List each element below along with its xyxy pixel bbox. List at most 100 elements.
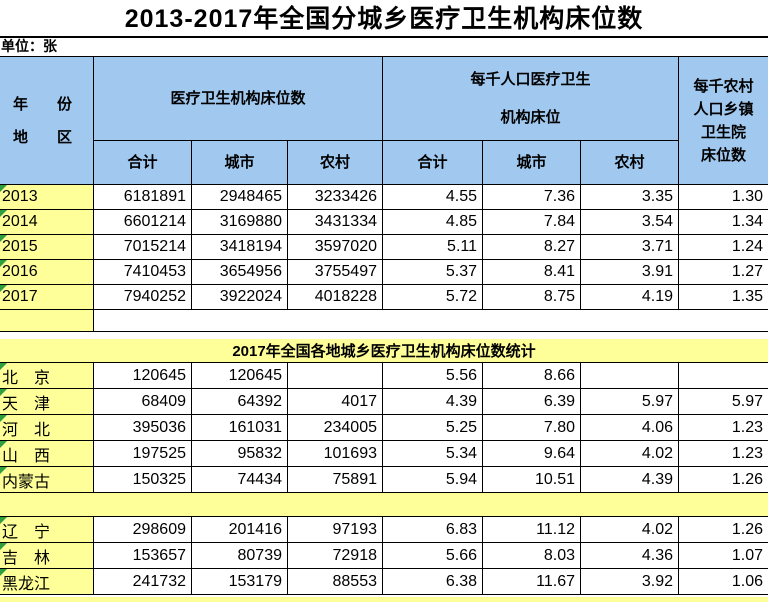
cell[interactable]: 6181891 (94, 185, 192, 210)
cell[interactable]: 1.27 (679, 260, 768, 285)
cell[interactable]: 1.26 (679, 467, 768, 493)
cell[interactable]: 5.25 (383, 415, 483, 441)
row-label-cell[interactable]: 河 北 (0, 415, 94, 441)
cell[interactable]: 10.51 (483, 467, 581, 493)
row-label-cell[interactable]: 辽 宁 (0, 517, 94, 543)
cell[interactable]: 8.75 (483, 285, 581, 310)
blank-label-cell[interactable] (0, 310, 94, 332)
cell[interactable]: 4017 (288, 389, 383, 415)
cell[interactable]: 7.80 (483, 415, 581, 441)
cell[interactable]: 2948465 (192, 185, 288, 210)
cell[interactable]: 3922024 (192, 285, 288, 310)
cell[interactable]: 3.54 (581, 210, 679, 235)
cell[interactable]: 3.35 (581, 185, 679, 210)
cell[interactable]: 120645 (94, 363, 192, 389)
subheader-total-1[interactable]: 合计 (94, 141, 192, 185)
cell[interactable]: 101693 (288, 441, 383, 467)
cell[interactable]: 5.56 (383, 363, 483, 389)
cell[interactable]: 9.64 (483, 441, 581, 467)
cell[interactable]: 64392 (192, 389, 288, 415)
cell[interactable]: 5.72 (383, 285, 483, 310)
cell[interactable]: 7410453 (94, 260, 192, 285)
cell[interactable]: 153657 (94, 543, 192, 569)
cell[interactable]: 80739 (192, 543, 288, 569)
cell[interactable]: 4.39 (581, 467, 679, 493)
cell[interactable]: 7.84 (483, 210, 581, 235)
cell[interactable]: 3418194 (192, 235, 288, 260)
cell[interactable]: 97193 (288, 517, 383, 543)
cell[interactable]: 5.11 (383, 235, 483, 260)
cell[interactable]: 95832 (192, 441, 288, 467)
blank-cell[interactable] (94, 310, 768, 332)
row-label-cell[interactable]: 北 京 (0, 363, 94, 389)
cell[interactable]: 75891 (288, 467, 383, 493)
cell[interactable]: 201416 (192, 517, 288, 543)
cell[interactable]: 1.24 (679, 235, 768, 260)
cell[interactable]: 4.36 (581, 543, 679, 569)
cell[interactable]: 7.36 (483, 185, 581, 210)
cell[interactable]: 1.26 (679, 517, 768, 543)
cell[interactable]: 3.91 (581, 260, 679, 285)
cell[interactable]: 11.12 (483, 517, 581, 543)
group-header-per-1000[interactable]: 每千人口医疗卫生 机构床位 (383, 57, 679, 141)
cell[interactable]: 1.07 (679, 543, 768, 569)
cell[interactable]: 234005 (288, 415, 383, 441)
subheader-urban-1[interactable]: 城市 (192, 141, 288, 185)
cell[interactable]: 1.34 (679, 210, 768, 235)
cell[interactable]: 74434 (192, 467, 288, 493)
header-township-beds[interactable]: 每千农村 人口乡镇 卫生院 床位数 (679, 57, 768, 185)
cell[interactable]: 1.23 (679, 415, 768, 441)
row-label-cell[interactable]: 吉 林 (0, 543, 94, 569)
row-label-cell[interactable]: 2015 (0, 235, 94, 260)
cell[interactable]: 1.35 (679, 285, 768, 310)
cell[interactable]: 3597020 (288, 235, 383, 260)
cell[interactable]: 4.19 (581, 285, 679, 310)
cell[interactable] (288, 363, 383, 389)
cell[interactable]: 5.34 (383, 441, 483, 467)
row-label-cell[interactable]: 2017 (0, 285, 94, 310)
cell[interactable]: 1.23 (679, 441, 768, 467)
row-label-cell[interactable]: 2014 (0, 210, 94, 235)
cell[interactable]: 150325 (94, 467, 192, 493)
row-label-cell[interactable]: 山 西 (0, 441, 94, 467)
cell[interactable]: 6.39 (483, 389, 581, 415)
cell[interactable]: 3431334 (288, 210, 383, 235)
cell[interactable]: 153179 (192, 569, 288, 595)
section-title-cell[interactable]: 2017年全国各地城乡医疗卫生机构床位数统计 (0, 339, 768, 363)
cell[interactable]: 5.37 (383, 260, 483, 285)
cell[interactable] (581, 363, 679, 389)
subheader-rural-1[interactable]: 农村 (288, 141, 383, 185)
cell[interactable]: 4018228 (288, 285, 383, 310)
cell[interactable]: 120645 (192, 363, 288, 389)
cell[interactable]: 8.03 (483, 543, 581, 569)
cell[interactable]: 5.97 (581, 389, 679, 415)
cell[interactable]: 4.39 (383, 389, 483, 415)
cell[interactable]: 395036 (94, 415, 192, 441)
cell[interactable]: 8.41 (483, 260, 581, 285)
cell[interactable]: 197525 (94, 441, 192, 467)
cell[interactable]: 1.06 (679, 569, 768, 595)
subheader-urban-2[interactable]: 城市 (483, 141, 581, 185)
cell[interactable]: 4.06 (581, 415, 679, 441)
corner-header-cell[interactable]: 年 份 地 区 (0, 57, 94, 185)
cell[interactable]: 72918 (288, 543, 383, 569)
gap-cell[interactable] (0, 493, 768, 517)
cell[interactable]: 7015214 (94, 235, 192, 260)
cell[interactable]: 8.66 (483, 363, 581, 389)
cell[interactable]: 3755497 (288, 260, 383, 285)
row-label-cell[interactable]: 内蒙古 (0, 467, 94, 493)
cell[interactable]: 5.97 (679, 389, 768, 415)
cell[interactable] (679, 363, 768, 389)
subheader-total-2[interactable]: 合计 (383, 141, 483, 185)
cell[interactable]: 8.27 (483, 235, 581, 260)
cell[interactable]: 241732 (94, 569, 192, 595)
cell[interactable]: 4.02 (581, 441, 679, 467)
cell[interactable]: 6.83 (383, 517, 483, 543)
cell[interactable]: 3233426 (288, 185, 383, 210)
row-label-cell[interactable]: 2016 (0, 260, 94, 285)
cell[interactable]: 3.92 (581, 569, 679, 595)
cell[interactable]: 3654956 (192, 260, 288, 285)
cell[interactable]: 11.67 (483, 569, 581, 595)
cell[interactable]: 3169880 (192, 210, 288, 235)
cell[interactable]: 6.38 (383, 569, 483, 595)
